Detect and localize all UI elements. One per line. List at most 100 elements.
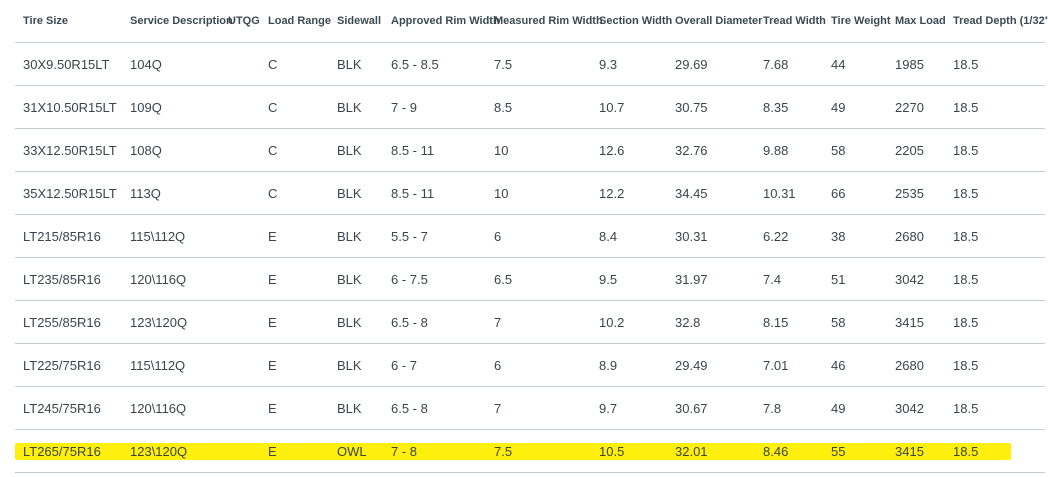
table-row: 35X12.50R15LT 113Q C BLK 8.5 - 11 10 12.2 34.45… [15,171,1045,215]
cell-measured-rim-width: 7.5 [486,429,591,473]
cell-overall-diameter: 29.69 [667,42,755,86]
cell-measured-rim-width: 10 [486,128,591,172]
cell-approved-rim-width: 6 - 7 [383,343,486,387]
cell-overall-diameter: 30.31 [667,214,755,258]
cell-approved-rim-width: 6.5 - 8 [383,300,486,344]
cell-measured-rim-width: 10 [486,171,591,215]
cell-overall-diameter: 32.8 [667,300,755,344]
col-header-approved-rim-width: Approved Rim Width [383,0,500,43]
cell-tire-weight: 51 [823,257,887,301]
cell-tread-depth: 18.5 [945,214,1045,258]
cell-tire-size: LT265/75R16 [15,429,122,473]
cell-tire-size: LT235/85R16 [15,257,122,301]
cell-utqg [220,429,260,473]
col-header-utqg: UTQG [220,0,260,43]
cell-tire-size: 35X12.50R15LT [15,171,122,215]
cell-tire-weight: 55 [823,429,887,473]
cell-tread-depth: 18.5 [945,300,1045,344]
cell-max-load: 2535 [887,171,945,215]
cell-section-width: 10.7 [591,85,667,129]
cell-tread-width: 8.35 [755,85,823,129]
col-header-section-width: Section Width [591,0,672,43]
cell-section-width: 10.5 [591,429,667,473]
cell-approved-rim-width: 8.5 - 11 [383,171,486,215]
cell-tire-weight: 44 [823,42,887,86]
cell-overall-diameter: 29.49 [667,343,755,387]
cell-sidewall: BLK [329,343,383,387]
cell-tire-weight: 46 [823,343,887,387]
table-row: LT245/75R16 120\116Q E BLK 6.5 - 8 7 9.7 30.67 7… [15,386,1045,430]
cell-approved-rim-width: 6.5 - 8 [383,386,486,430]
cell-approved-rim-width: 8.5 - 11 [383,128,486,172]
col-header-tread-depth: Tread Depth (1/32") [945,0,1048,43]
cell-sidewall: BLK [329,300,383,344]
cell-service-description: 120\116Q [122,257,220,301]
header-row: Tire Size Service Description UTQG Load … [15,0,1048,43]
cell-tread-width: 7.01 [755,343,823,387]
cell-tire-weight: 58 [823,128,887,172]
cell-utqg [220,214,260,258]
cell-sidewall: BLK [329,257,383,301]
cell-load-range: C [260,128,329,172]
table-row: 33X12.50R15LT 108Q C BLK 8.5 - 11 10 12.6 32.76… [15,128,1045,172]
cell-section-width: 9.3 [591,42,667,86]
cell-load-range: C [260,85,329,129]
col-header-tread-width: Tread Width [755,0,826,43]
cell-max-load: 2680 [887,214,945,258]
cell-section-width: 8.4 [591,214,667,258]
cell-section-width: 8.9 [591,343,667,387]
table-row: LT235/85R16 120\116Q E BLK 6 - 7.5 6.5 9.5 31.9… [15,257,1045,301]
cell-load-range: C [260,171,329,215]
cell-max-load: 2205 [887,128,945,172]
col-header-tire-size: Tire Size [15,0,122,43]
cell-max-load: 3415 [887,429,945,473]
cell-tread-width: 7.4 [755,257,823,301]
cell-approved-rim-width: 6 - 7.5 [383,257,486,301]
cell-load-range: E [260,386,329,430]
cell-tread-width: 8.46 [755,429,823,473]
cell-sidewall: BLK [329,42,383,86]
cell-section-width: 12.6 [591,128,667,172]
cell-tread-depth: 18.5 [945,429,1045,473]
cell-tread-depth: 18.5 [945,343,1045,387]
table-body: 30X9.50R15LT 104Q C BLK 6.5 - 8.5 7.5 9.3 29.69… [15,42,1045,473]
cell-measured-rim-width: 8.5 [486,85,591,129]
cell-tread-width: 8.15 [755,300,823,344]
table-row-highlighted: LT265/75R16 123\120Q E OWL 7 - 8 7.5 10.5 32.01… [15,429,1045,473]
cell-tire-weight: 66 [823,171,887,215]
cell-sidewall: BLK [329,128,383,172]
cell-section-width: 10.2 [591,300,667,344]
col-header-measured-rim-width: Measured Rim Width [486,0,603,43]
cell-measured-rim-width: 7 [486,300,591,344]
cell-tire-size: 33X12.50R15LT [15,128,122,172]
cell-service-description: 115\112Q [122,214,220,258]
cell-service-description: 108Q [122,128,220,172]
col-header-load-range: Load Range [260,0,331,43]
cell-approved-rim-width: 5.5 - 7 [383,214,486,258]
cell-service-description: 113Q [122,171,220,215]
cell-max-load: 3042 [887,386,945,430]
cell-tire-weight: 49 [823,85,887,129]
cell-overall-diameter: 32.01 [667,429,755,473]
table-row: LT215/85R16 115\112Q E BLK 5.5 - 7 6 8.4 30.31 6… [15,214,1045,258]
cell-tire-size: 31X10.50R15LT [15,85,122,129]
col-header-sidewall: Sidewall [329,0,383,43]
cell-tire-size: LT215/85R16 [15,214,122,258]
cell-section-width: 9.5 [591,257,667,301]
cell-load-range: C [260,42,329,86]
cell-max-load: 3042 [887,257,945,301]
col-header-tire-weight: Tire Weight [823,0,891,43]
cell-tire-weight: 38 [823,214,887,258]
cell-utqg [220,171,260,215]
cell-load-range: E [260,300,329,344]
cell-overall-diameter: 30.67 [667,386,755,430]
cell-measured-rim-width: 7 [486,386,591,430]
cell-max-load: 3415 [887,300,945,344]
table-row: 31X10.50R15LT 109Q C BLK 7 - 9 8.5 10.7 30.75 8.… [15,85,1045,129]
cell-sidewall: BLK [329,386,383,430]
cell-service-description: 123\120Q [122,429,220,473]
cell-utqg [220,42,260,86]
cell-overall-diameter: 30.75 [667,85,755,129]
cell-overall-diameter: 31.97 [667,257,755,301]
cell-tread-width: 10.31 [755,171,823,215]
